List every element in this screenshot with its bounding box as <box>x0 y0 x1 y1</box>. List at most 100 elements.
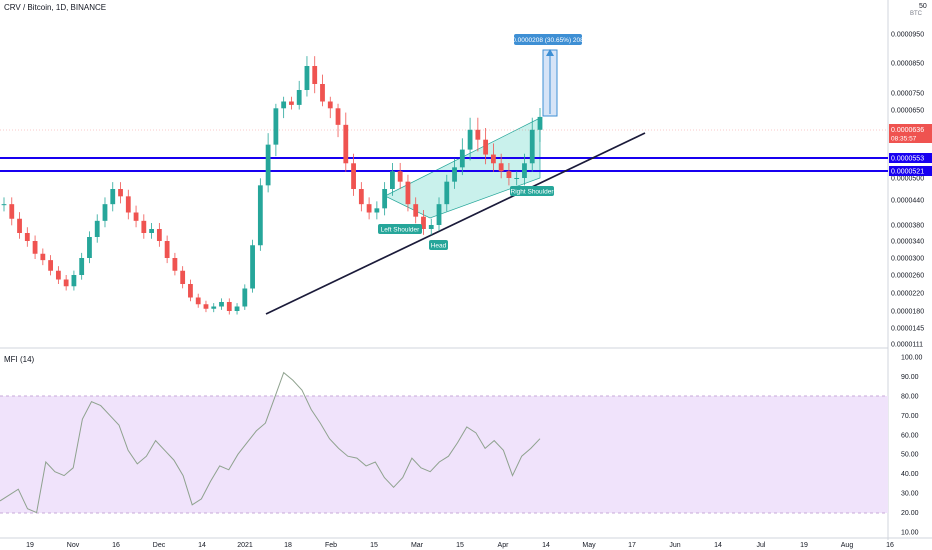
time-tick-label: 19 <box>800 542 808 549</box>
candle-body <box>483 139 489 155</box>
candle-body <box>444 181 450 205</box>
price-tick-label: 0.0000750 <box>891 91 924 98</box>
ascending-trendline <box>265 132 646 315</box>
candle-body <box>421 216 426 229</box>
time-tick-label: 17 <box>628 542 636 549</box>
candle-body <box>48 260 54 271</box>
candle-body <box>366 204 372 213</box>
candle-body <box>459 149 465 168</box>
candle-body <box>234 306 240 311</box>
candle-body <box>180 270 186 284</box>
candle-body <box>327 101 333 109</box>
mfi-tick-label: 100.00 <box>901 355 923 362</box>
candle-body <box>514 178 520 179</box>
time-tick-label: Mar <box>411 542 424 549</box>
candle-body <box>296 90 302 105</box>
time-tick-label: May <box>582 542 596 549</box>
candles-group <box>1 56 543 315</box>
candle-body <box>250 245 255 289</box>
head-label: Head <box>431 243 447 250</box>
price-tick-label: 0.0000500 <box>891 176 924 183</box>
top-tick-fragment: 50 <box>919 3 927 10</box>
last-price-countdown: 08:35:57 <box>891 136 917 143</box>
candle-body <box>390 171 395 189</box>
candle-body <box>358 189 364 205</box>
time-tick-label: 16 <box>886 542 894 549</box>
price-axis: 0.0000950 0.0000850 0.0000750 0.0000650 0.00… <box>891 32 924 349</box>
left-shoulder-label: Left Shoulder <box>381 227 421 234</box>
candle-body <box>55 270 61 280</box>
candle-body <box>32 241 38 254</box>
price-tick-label: 0.0000111 <box>891 342 923 349</box>
price-tick-label: 0.0000260 <box>891 273 924 280</box>
mfi-title: MFI (14) <box>4 355 35 364</box>
price-tick-label: 0.0000180 <box>891 309 924 316</box>
candle-body <box>110 189 116 205</box>
mfi-tick-label: 60.00 <box>901 432 919 439</box>
candle-body <box>382 189 388 209</box>
candle-body <box>226 302 232 311</box>
time-tick-label: Aug <box>841 542 854 549</box>
mfi-axis: 100.00 90.00 80.00 70.00 60.00 50.00 40.00 30.0… <box>901 355 923 537</box>
mfi-tick-label: 50.00 <box>901 452 919 459</box>
candle-body <box>188 284 193 298</box>
candle-body <box>156 229 162 241</box>
price-tick-label: 0.0000380 <box>891 223 924 230</box>
mfi-tick-label: 80.00 <box>901 393 919 400</box>
candle-body <box>102 204 108 221</box>
level-tag-upper: 0.0000553 <box>891 156 924 163</box>
candle-body <box>265 144 271 186</box>
candle-body <box>351 163 356 189</box>
candle-body <box>289 101 294 105</box>
price-tick-label: 0.0000850 <box>891 61 924 68</box>
time-tick-label: Dec <box>153 542 166 549</box>
candle-body <box>242 288 248 307</box>
mfi-tick-label: 20.00 <box>901 510 919 517</box>
price-tick-label: 0.0000220 <box>891 291 924 298</box>
price-tick-label: 0.0000300 <box>891 256 924 263</box>
candle-body <box>1 204 7 206</box>
time-tick-label: Jun <box>669 542 680 549</box>
target-label-bg <box>514 34 582 45</box>
candle-body <box>506 171 512 178</box>
time-tick-label: Jul <box>757 542 766 549</box>
level-tag-lower-bg <box>889 166 932 176</box>
price-tick-label: 0.0000145 <box>891 326 924 333</box>
mfi-tick-label: 10.00 <box>901 530 919 537</box>
time-tick-label: Feb <box>325 542 337 549</box>
right-shoulder-label: Right Shoulder <box>511 189 555 196</box>
target-arrowhead-icon <box>546 49 554 56</box>
candle-body <box>397 171 403 182</box>
price-tick-label: 0.0000440 <box>891 198 924 205</box>
left-shoulder-label-bg <box>378 224 422 234</box>
candle-body <box>537 116 543 130</box>
mfi-band <box>0 396 888 513</box>
candle-body <box>94 220 100 237</box>
candle-body <box>219 302 224 307</box>
last-price-tag: 0.0000636 <box>891 127 924 134</box>
candle-body <box>164 241 170 258</box>
candle-body <box>118 189 123 197</box>
last-price-tag-bg <box>889 124 932 143</box>
price-tick-label: 0.0000340 <box>891 239 924 246</box>
candle-body <box>79 258 85 275</box>
candle-body <box>475 129 481 140</box>
mfi-line <box>0 371 541 514</box>
mfi-tick-label: 70.00 <box>901 413 919 420</box>
candle-body <box>304 66 310 90</box>
candle-body <box>125 196 131 213</box>
price-tick-label: 0.0000650 <box>891 108 924 115</box>
candle-body <box>24 233 30 241</box>
time-tick-label: 18 <box>284 542 292 549</box>
candle-body <box>211 306 217 309</box>
candle-body <box>343 124 349 164</box>
head-label-bg <box>429 240 448 250</box>
symbol-title: CRV / Bitcoin, 1D, BINANCE <box>4 3 107 12</box>
time-axis: 19 Nov 16 Dec 14 2021 18 Feb 15 Mar 15 Apr 14 May 17 Ju… <box>26 542 894 549</box>
candle-body <box>529 129 535 164</box>
currency-label: BTC <box>910 11 923 17</box>
level-tag-upper-bg <box>889 153 932 163</box>
candle-body <box>281 101 287 109</box>
time-tick-label: 15 <box>370 542 378 549</box>
